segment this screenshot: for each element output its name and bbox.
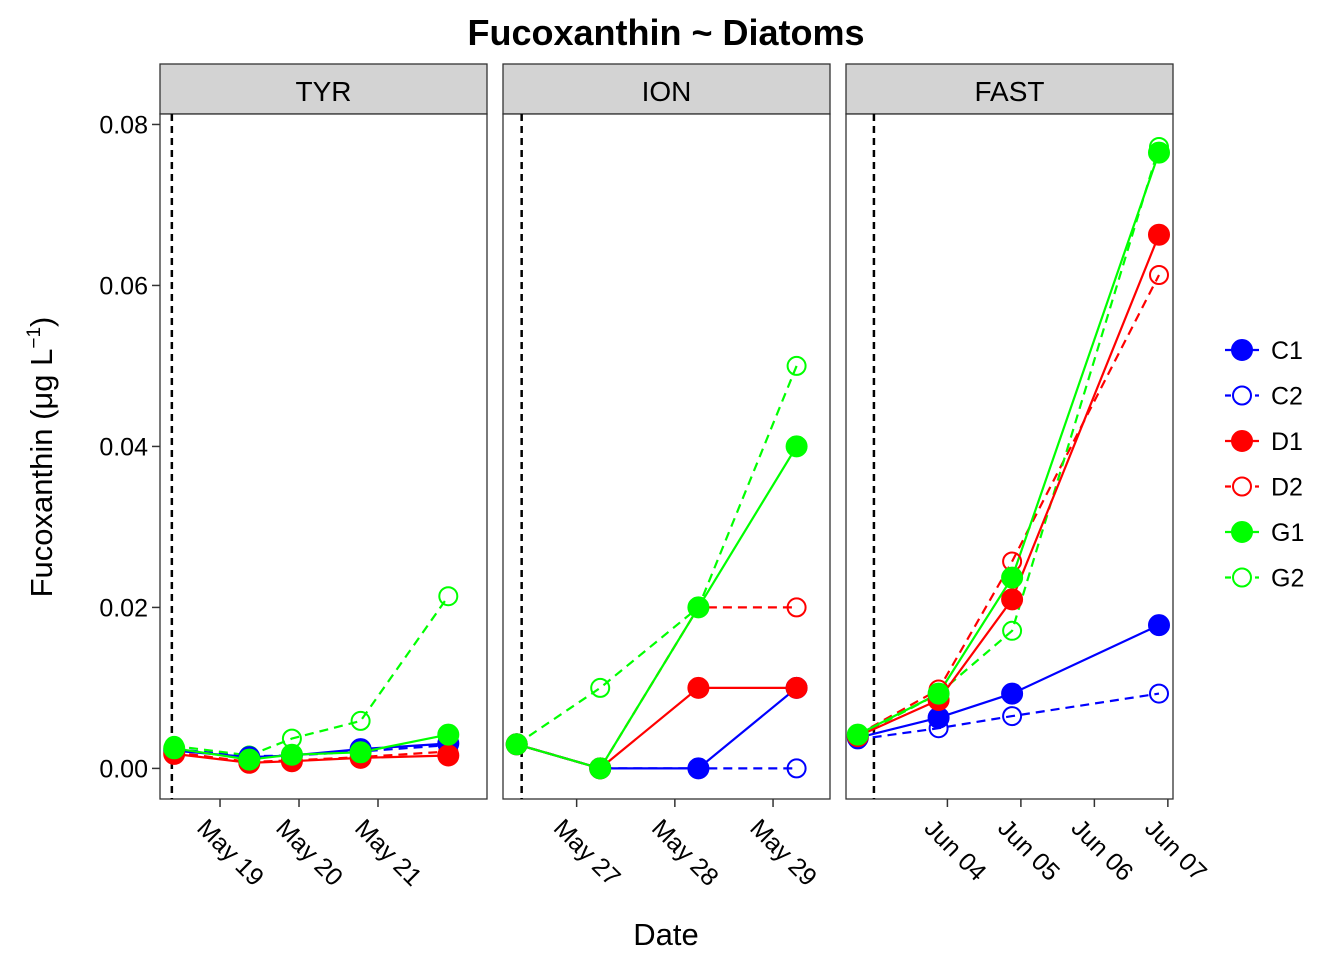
legend-item-d1: D1: [1225, 428, 1303, 456]
legend-label: D2: [1271, 474, 1303, 502]
panel-data: [846, 137, 1170, 750]
point-g2: [1002, 620, 1023, 641]
point-g1: [589, 757, 612, 780]
legend-key-marker: [1231, 430, 1253, 452]
series-line-c1: [857, 624, 1160, 739]
y-tick-label: 0.02: [99, 594, 148, 622]
series-line-g2: [516, 365, 798, 746]
legend-key-marker: [1232, 385, 1252, 406]
x-tick-label: May 27: [548, 814, 626, 892]
x-tick-label: May 28: [646, 814, 724, 892]
y-axis-title-close: ): [24, 317, 59, 327]
point-g1: [1148, 141, 1170, 164]
point-g2: [590, 677, 611, 698]
x-tick-label: Jun 05: [992, 814, 1065, 887]
point-d2: [1149, 265, 1169, 285]
y-axis-title-unit: μg L: [24, 349, 59, 410]
point-d1: [437, 744, 460, 767]
point-g1: [785, 435, 808, 458]
point-c1: [1148, 614, 1170, 637]
point-g1: [163, 737, 186, 760]
chart-title: Fucoxanthin ~ Diatoms: [467, 12, 864, 53]
point-g1: [505, 733, 528, 756]
legend-item-d2: D2: [1225, 474, 1303, 502]
facet-strip: [502, 63, 831, 115]
legend-item-c1: C1: [1225, 337, 1303, 365]
x-tick-label: Jun 06: [1066, 814, 1139, 887]
x-tick-label: Jun 04: [919, 814, 992, 887]
legend-item-g2: G2: [1225, 565, 1304, 593]
point-g1: [349, 741, 372, 764]
y-axis-title: Fucoxanthin (μg L−1): [24, 317, 59, 598]
point-g2: [438, 586, 459, 607]
panel-frame: [502, 113, 831, 800]
legend-label: D1: [1271, 428, 1303, 456]
x-tick-label: May 20: [270, 814, 348, 892]
facet-strip-label: TYR: [296, 76, 352, 107]
series-line-d2: [857, 274, 1160, 736]
point-c1: [1001, 682, 1024, 705]
legend-key-marker: [1232, 476, 1252, 497]
point-g1: [437, 723, 460, 746]
point-g1: [1001, 566, 1024, 589]
facet-strip-label: ION: [642, 76, 692, 107]
point-c2: [1149, 683, 1169, 704]
legend-key-marker: [1231, 521, 1253, 543]
y-tick-label: 0.00: [99, 755, 148, 783]
y-axis-title-sup: −1: [24, 327, 45, 349]
facet-panels: TYR May 19 May 20 May 21 ION May 27 May 28 May …: [159, 63, 1212, 892]
point-g2: [350, 710, 371, 731]
x-tick-label: May 19: [191, 814, 269, 892]
series-line-c2: [857, 692, 1160, 741]
point-g1: [238, 748, 261, 771]
series-line-g1: [516, 445, 798, 770]
point-d1: [1001, 588, 1024, 611]
legend-label: C1: [1271, 337, 1303, 365]
y-tick-label: 0.04: [99, 433, 148, 461]
y-axis-title-main: Fucoxanthin (: [24, 409, 59, 597]
legend-label: G1: [1271, 519, 1304, 547]
x-tick-label: May 29: [744, 814, 822, 892]
point-c1: [687, 757, 710, 780]
x-axis-title: Date: [633, 917, 698, 952]
panel-tyr: TYR May 19 May 20 May 21: [159, 63, 488, 892]
point-d1: [785, 676, 808, 699]
point-g1: [687, 596, 710, 619]
x-tick-label: Jun 07: [1139, 814, 1212, 887]
point-g1: [280, 743, 303, 766]
panel-fast: FAST Jun 04 Jun 05 Jun 06 Jun 07: [845, 63, 1212, 887]
legend-key-marker: [1232, 567, 1252, 588]
point-d2: [786, 597, 807, 618]
point-g1: [927, 682, 950, 705]
facet-strip: [159, 63, 488, 115]
series-line-g2: [174, 595, 450, 757]
legend: C1 C2 D1 D2 G1 G2: [1225, 337, 1304, 593]
y-tick-label: 0.06: [99, 272, 148, 300]
panel-ion: ION May 27 May 28 May 29: [502, 63, 831, 892]
legend-key-marker: [1231, 339, 1253, 361]
x-tick-label: May 21: [349, 814, 427, 892]
legend-label: C2: [1271, 383, 1303, 411]
point-d1: [1148, 223, 1170, 246]
legend-label: G2: [1271, 565, 1304, 593]
point-g1: [846, 723, 869, 746]
panel-frame: [159, 113, 488, 800]
facet-strip-label: FAST: [974, 76, 1044, 107]
panel-data: [505, 355, 808, 780]
y-tick-label: 0.08: [99, 111, 148, 139]
series-line-g1: [857, 152, 1161, 736]
point-c2: [786, 758, 807, 779]
point-d1: [687, 676, 710, 699]
point-c2: [1002, 706, 1023, 727]
series-line-d1: [857, 234, 1161, 738]
point-g2: [786, 355, 807, 376]
legend-item-c2: C2: [1225, 383, 1303, 411]
y-axis: 0.00 0.02 0.04 0.06 0.08: [99, 111, 160, 783]
legend-item-g1: G1: [1225, 519, 1304, 547]
panel-data: [163, 586, 460, 774]
